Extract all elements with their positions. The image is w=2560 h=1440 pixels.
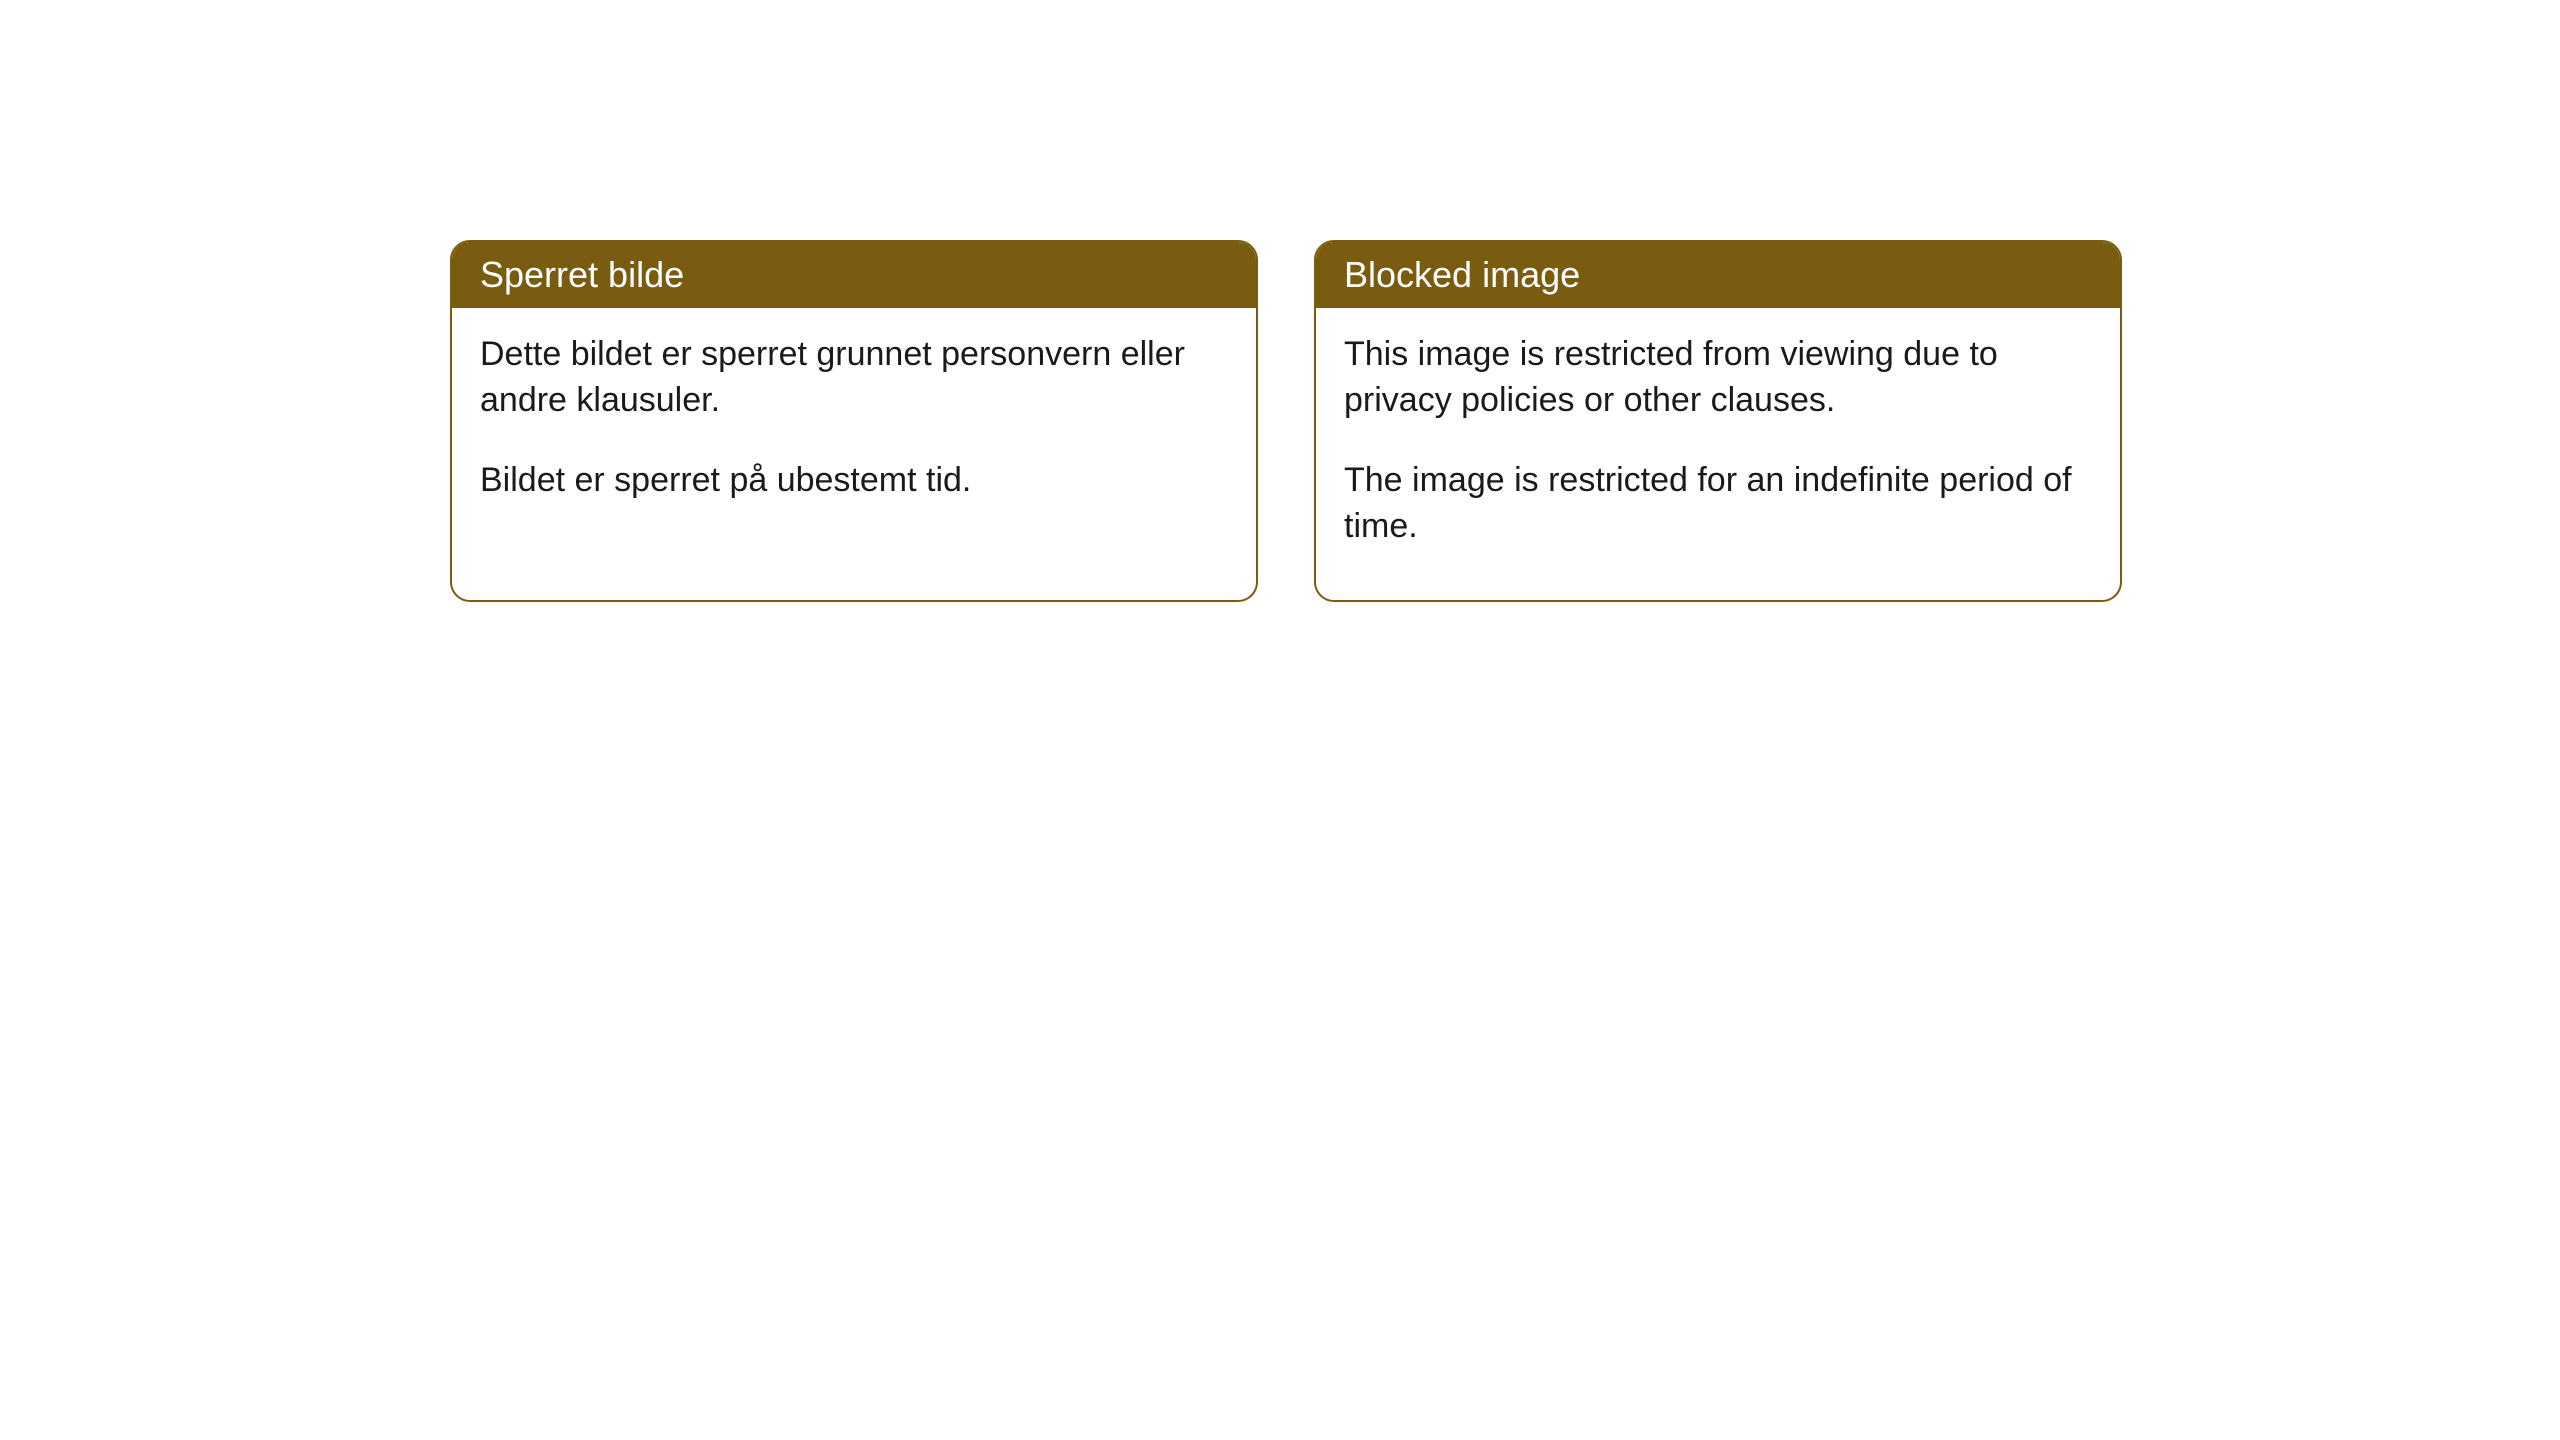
card-paragraph: The image is restricted for an indefinit… [1344,458,2092,550]
card-header: Blocked image [1316,242,2120,308]
notice-card-norwegian: Sperret bilde Dette bildet er sperret gr… [450,240,1258,602]
card-header: Sperret bilde [452,242,1256,308]
notice-cards-container: Sperret bilde Dette bildet er sperret gr… [450,240,2122,602]
card-paragraph: Dette bildet er sperret grunnet personve… [480,332,1228,424]
card-paragraph: This image is restricted from viewing du… [1344,332,2092,424]
card-body: Dette bildet er sperret grunnet personve… [452,308,1256,554]
card-body: This image is restricted from viewing du… [1316,308,2120,600]
card-paragraph: Bildet er sperret på ubestemt tid. [480,458,1228,504]
notice-card-english: Blocked image This image is restricted f… [1314,240,2122,602]
